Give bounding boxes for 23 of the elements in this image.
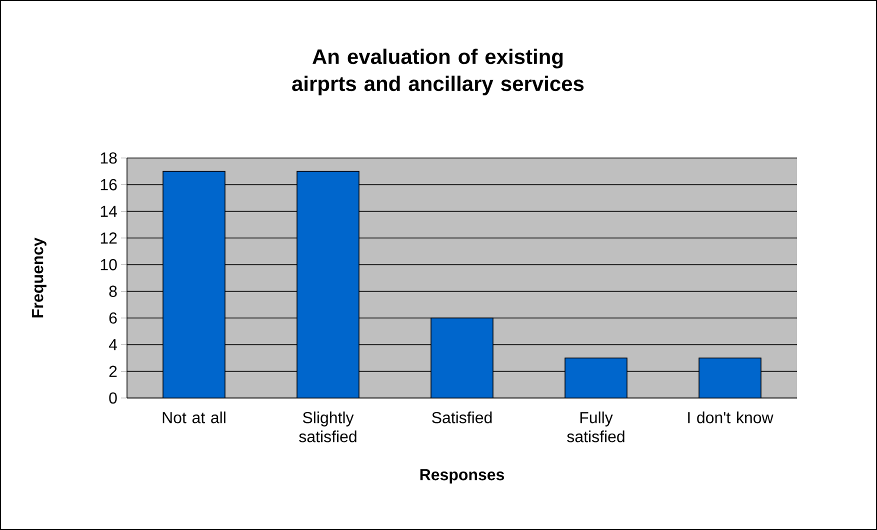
y-tick-label: 10 xyxy=(100,259,117,270)
y-tick-label: 14 xyxy=(100,206,117,217)
y-tick-label: 18 xyxy=(100,152,117,164)
y-tick-label: 16 xyxy=(100,179,117,190)
x-tick-label: Fully satisfied xyxy=(567,412,624,442)
y-tick-label: 4 xyxy=(108,339,117,350)
x-tick-label: Satisfied xyxy=(432,412,492,424)
x-tick-label: Slightly satisfied xyxy=(299,412,356,442)
x-axis-title: Responses xyxy=(420,469,504,484)
y-tick-label: 6 xyxy=(109,312,117,324)
y-tick-label: 2 xyxy=(109,366,117,377)
y-tick-label: 8 xyxy=(109,286,117,297)
x-tick-label: I don't know xyxy=(688,412,774,424)
bar xyxy=(296,170,360,398)
bar xyxy=(162,170,226,398)
chart-title: An evaluation of existing airprts and ancillary services xyxy=(292,48,584,96)
y-tick-label: 12 xyxy=(100,232,117,244)
bar xyxy=(564,358,628,398)
y-tick-label: 0 xyxy=(109,392,117,404)
y-axis-title: Frequency xyxy=(32,238,46,318)
bar xyxy=(698,358,762,398)
x-tick-label: Not at all xyxy=(162,412,226,424)
bar xyxy=(430,318,494,398)
